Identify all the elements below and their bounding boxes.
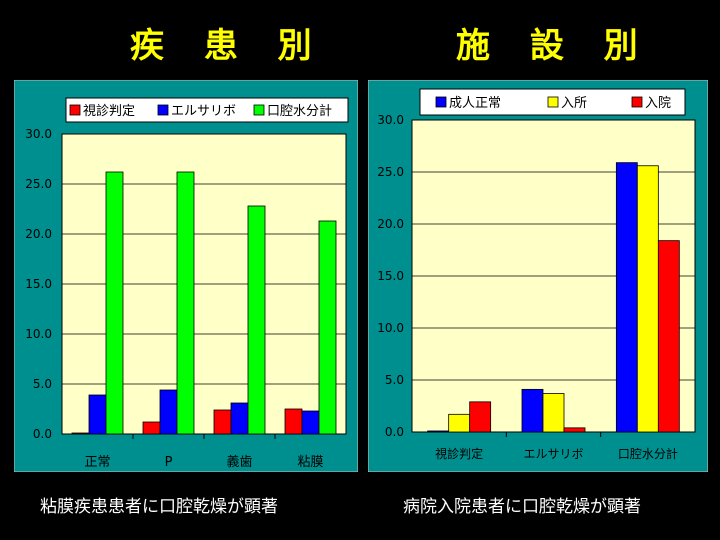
y-tick-label: 10.0 — [25, 327, 52, 341]
x-tick-label: 粘膜 — [297, 455, 323, 470]
bar — [521, 388, 544, 433]
y-tick-label: 25.0 — [377, 165, 404, 179]
x-tick-label: エルサリボ — [523, 447, 583, 461]
right-chart-title: 施 設 別 — [456, 26, 652, 66]
x-tick-label: 口腔水分計 — [618, 446, 678, 461]
legend-swatch — [69, 104, 81, 116]
y-tick-label: 20.0 — [377, 217, 404, 231]
bar — [284, 408, 303, 435]
legend-label: 入所 — [561, 96, 587, 111]
legend-swatch — [547, 96, 559, 108]
legend-label: エルサリボ — [171, 104, 236, 119]
bar — [318, 220, 337, 435]
bar — [88, 394, 107, 435]
x-tick-label: 視診判定 — [435, 446, 483, 461]
bar — [142, 421, 161, 435]
bar — [71, 432, 90, 435]
y-tick-label: 0.0 — [385, 425, 404, 439]
x-tick-label: 義歯 — [226, 454, 252, 470]
legend — [65, 97, 349, 123]
bar — [636, 165, 659, 433]
legend-swatch — [253, 104, 265, 116]
legend-swatch — [631, 96, 643, 108]
bar — [230, 402, 249, 435]
left-chart-title: 疾 患 別 — [130, 26, 326, 66]
bar — [159, 389, 178, 435]
y-tick-label: 25.0 — [25, 177, 52, 191]
bar — [301, 410, 320, 435]
bar — [105, 171, 124, 435]
legend-label: 成人正常 — [449, 96, 501, 111]
y-tick-label: 10.0 — [377, 321, 404, 335]
x-tick-label: P — [165, 455, 173, 470]
legend-swatch — [435, 96, 447, 108]
bar — [615, 162, 638, 433]
bar — [176, 171, 195, 435]
y-tick-label: 20.0 — [25, 227, 52, 241]
y-tick-label: 15.0 — [377, 269, 404, 283]
bar — [469, 401, 492, 433]
bar — [213, 409, 232, 435]
y-tick-label: 5.0 — [385, 373, 404, 387]
x-tick-label: 正常 — [84, 455, 110, 470]
y-tick-label: 30.0 — [25, 127, 52, 141]
facility-bar-chart: 0.0 5.0 10.0 15.0 20.0 25.0 30.0 視診判定 エルサリボ 口腔水分計… — [368, 80, 708, 472]
bar — [657, 240, 680, 433]
y-tick-label: 15.0 — [25, 277, 52, 291]
bar — [448, 413, 471, 433]
bar — [427, 430, 450, 433]
legend-label: 入院 — [645, 96, 671, 111]
legend-label: 視診判定 — [83, 103, 135, 119]
y-tick-label: 30.0 — [377, 113, 404, 127]
y-tick-label: 5.0 — [33, 377, 52, 391]
legend-label: 口腔水分計 — [267, 103, 332, 119]
bar — [247, 205, 266, 435]
right-caption: 病院入院患者に口腔乾燥が顕著 — [403, 497, 641, 517]
bar — [542, 393, 565, 433]
legend-swatch — [157, 104, 169, 116]
disease-bar-chart: 0.0 5.0 10.0 15.0 20.0 25.0 30.0 正常 P 義歯 粘膜 視診判定 エルサ… — [14, 80, 358, 472]
y-tick-label: 0.0 — [33, 427, 52, 441]
bar — [563, 427, 586, 433]
left-caption: 粘膜疾患患者に口腔乾燥が顕著 — [40, 497, 278, 517]
